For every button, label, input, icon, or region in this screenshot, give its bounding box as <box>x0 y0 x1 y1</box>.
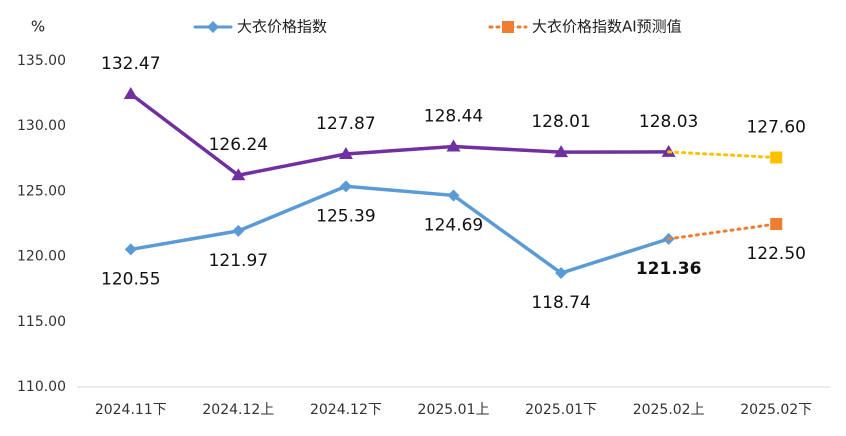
data-label: 118.74 <box>531 293 590 313</box>
point <box>446 139 461 152</box>
legend-label: 大衣价格指数 <box>237 18 327 36</box>
data-label: 120.55 <box>101 269 160 289</box>
data-label: 127.60 <box>746 117 805 137</box>
y-tick-label: 135.00 <box>17 53 66 69</box>
data-label: 122.50 <box>746 244 805 264</box>
series-line <box>129 92 671 178</box>
point <box>124 243 137 256</box>
point <box>554 145 569 158</box>
series-line <box>667 150 778 159</box>
x-tick-label: 2024.11下 <box>95 402 167 418</box>
data-label: 128.03 <box>639 112 698 132</box>
data-label: 132.47 <box>101 54 160 74</box>
data-label: 125.39 <box>316 206 375 226</box>
y-tick-label: 110.00 <box>17 379 66 395</box>
point <box>770 151 783 164</box>
data-label: 128.44 <box>424 107 483 127</box>
data-label: 121.36 <box>636 259 702 279</box>
x-tick-label: 2024.12下 <box>310 402 382 418</box>
point <box>339 180 352 193</box>
legend-item: 大衣价格指数AI预测值 <box>488 18 682 36</box>
data-label: 124.69 <box>424 215 483 235</box>
y-tick-label: 120.00 <box>17 249 66 265</box>
point <box>231 168 246 181</box>
x-tick-label: 2025.01下 <box>525 402 597 418</box>
point <box>232 224 245 237</box>
x-tick-label: 2025.02下 <box>740 402 812 418</box>
legend-marker <box>502 21 514 33</box>
series-line <box>129 184 671 275</box>
y-tick-label: 125.00 <box>17 183 66 199</box>
x-tick-label: 2024.12上 <box>202 402 274 418</box>
legend-label: 大衣价格指数AI预测值 <box>532 18 682 36</box>
legend-item: 大衣价格指数 <box>193 18 327 36</box>
point <box>338 146 353 159</box>
legend-marker <box>207 21 219 33</box>
series-line <box>667 222 778 241</box>
x-tick-label: 2025.01上 <box>418 402 490 418</box>
point <box>123 86 138 99</box>
point <box>555 267 568 280</box>
data-label: 126.24 <box>209 135 268 155</box>
data-label: 128.01 <box>531 112 590 132</box>
data-label: 127.87 <box>316 114 375 134</box>
y-tick-label: 130.00 <box>17 118 66 134</box>
point <box>447 189 460 202</box>
data-label: 121.97 <box>209 251 268 271</box>
point <box>770 218 783 230</box>
y-tick-label: 115.00 <box>17 314 66 330</box>
x-tick-label: 2025.02上 <box>633 402 705 418</box>
y-axis-label: % <box>31 18 45 36</box>
